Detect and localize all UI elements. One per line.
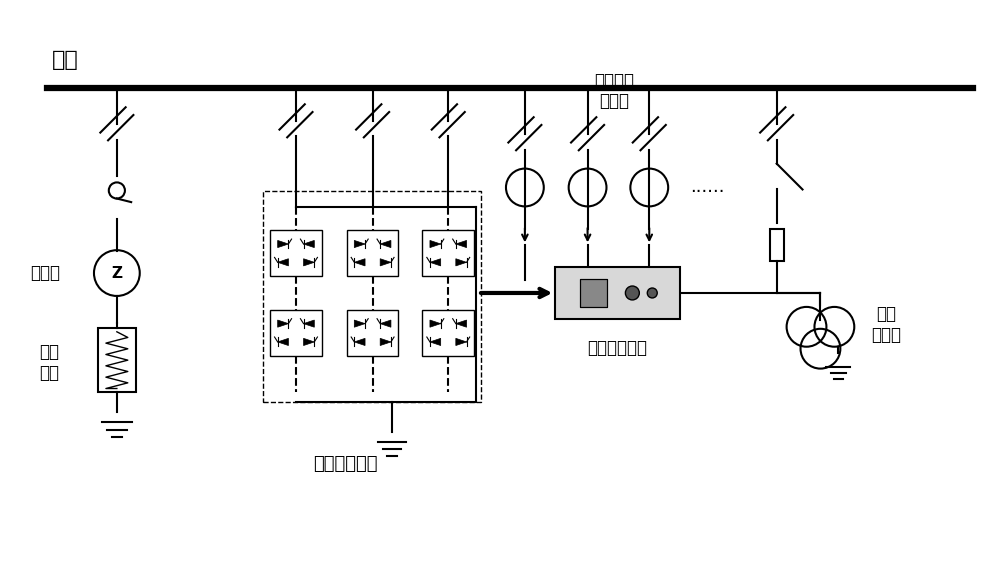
Bar (422, 310, 474, 356)
Polygon shape (304, 240, 314, 248)
Bar (263, 191, 481, 402)
Bar (580, 279, 607, 307)
Bar (422, 230, 474, 276)
Polygon shape (354, 338, 365, 346)
Text: ......: ...... (690, 178, 724, 197)
Polygon shape (278, 338, 288, 346)
Circle shape (647, 288, 657, 298)
Bar (347, 230, 398, 276)
Polygon shape (380, 259, 391, 266)
Text: Z: Z (111, 266, 122, 281)
Polygon shape (430, 338, 441, 346)
Bar (270, 310, 322, 356)
Polygon shape (278, 240, 288, 248)
Polygon shape (354, 259, 365, 266)
Polygon shape (456, 259, 467, 266)
Polygon shape (430, 320, 441, 327)
Polygon shape (456, 240, 467, 248)
Text: 电压
互感器: 电压 互感器 (871, 305, 901, 344)
Polygon shape (304, 338, 314, 346)
Polygon shape (304, 259, 314, 266)
Text: 零序电流
互感器: 零序电流 互感器 (594, 71, 634, 110)
Bar (770, 229, 784, 261)
Polygon shape (380, 320, 391, 327)
Polygon shape (354, 240, 365, 248)
Polygon shape (456, 320, 467, 327)
Text: 消弧控制装置: 消弧控制装置 (587, 339, 647, 356)
Text: 接地变: 接地变 (30, 264, 60, 282)
Bar (98, 328, 136, 393)
Polygon shape (380, 240, 391, 248)
Bar (270, 230, 322, 276)
Text: 多电平变换器: 多电平变换器 (313, 455, 378, 473)
Bar (580, 279, 607, 307)
Polygon shape (304, 320, 314, 327)
Polygon shape (354, 320, 365, 327)
Bar (347, 310, 398, 356)
Bar (555, 267, 680, 319)
Polygon shape (430, 259, 441, 266)
Polygon shape (456, 338, 467, 346)
Text: 消弧
线圈: 消弧 线圈 (39, 343, 59, 382)
Polygon shape (380, 338, 391, 346)
Polygon shape (278, 320, 288, 327)
Circle shape (625, 286, 639, 300)
Polygon shape (430, 240, 441, 248)
Text: 母线: 母线 (52, 50, 79, 70)
Polygon shape (278, 259, 288, 266)
